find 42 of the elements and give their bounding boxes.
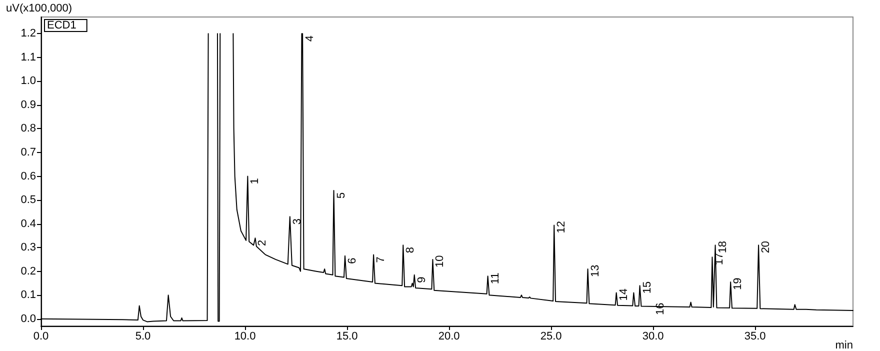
annotation: 9 [416, 276, 428, 283]
annotation: 15 [641, 281, 654, 294]
y-tick-label: 1.2 [20, 28, 36, 40]
annotation: 2 [256, 240, 269, 246]
x-tick-label: 20.0 [438, 330, 460, 342]
annotation: 5 [335, 192, 348, 199]
annotation: 6 [346, 258, 358, 264]
annotation: 11 [489, 272, 502, 284]
x-tick-label: 15.0 [336, 330, 358, 342]
y-tick-label: 0.6 [20, 170, 36, 182]
annotation: 20 [760, 240, 772, 254]
y-tick-label: 1.1 [20, 51, 36, 64]
x-tick-label: 10.0 [234, 330, 256, 342]
annotation: 19 [732, 278, 744, 290]
x-tick-label: 30.0 [642, 330, 664, 342]
y-axis-title: uV(x100,000) [6, 2, 72, 14]
x-tick-label: 0.0 [33, 330, 49, 342]
y-tick-label: 0.4 [20, 218, 36, 230]
annotation: 12 [556, 220, 568, 234]
annotation: 13 [589, 264, 602, 277]
x-tick-label: 25.0 [540, 330, 562, 342]
x-tick-label: 35.0 [744, 330, 766, 342]
annotation: 7 [375, 256, 388, 263]
annotation: 3 [291, 218, 304, 225]
annotation: ECD1 [47, 20, 76, 32]
x-tick-label: 5.0 [135, 330, 151, 342]
y-tick-label: 0.2 [20, 265, 36, 278]
y-tick-label: 0.3 [20, 242, 36, 254]
annotation: 1 [249, 178, 262, 184]
y-tick-label: 0.1 [20, 289, 36, 302]
annotation: 14 [618, 288, 630, 301]
y-tick-label: 0.8 [20, 122, 36, 135]
y-tick-label: 0.7 [20, 146, 36, 158]
annotation: 18 [716, 240, 729, 254]
annotation: 4 [304, 36, 316, 42]
y-tick-label: 0.5 [20, 194, 36, 206]
y-tick-label: 0.9 [20, 98, 36, 111]
y-tick-label: 1.0 [20, 75, 36, 88]
x-axis-title: min [835, 340, 853, 351]
annotation: 8 [404, 247, 417, 254]
y-tick-label: 0.0 [20, 312, 36, 325]
annotation: 10 [434, 255, 446, 268]
